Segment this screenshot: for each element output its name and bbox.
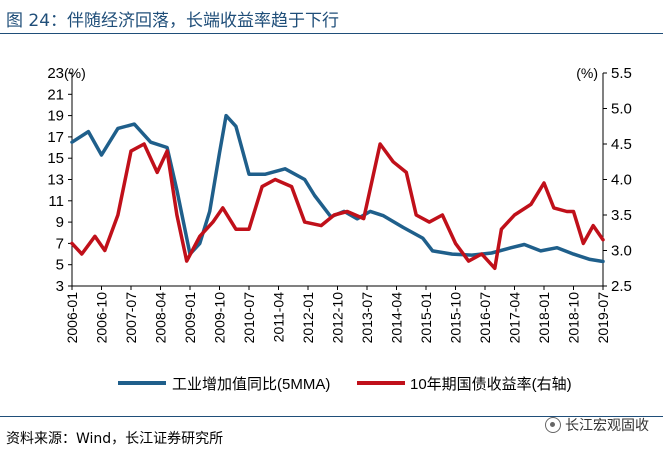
watermark: 长江宏观固收 xyxy=(545,415,649,435)
series-line-industrial-output xyxy=(70,113,605,264)
x-tick-label: 2017-04 xyxy=(507,292,523,344)
legend-item-10y-bond-yield-label: 10年期国债收益率(右轴) xyxy=(410,376,572,393)
right-tick-label: 3.0 xyxy=(611,243,632,260)
right-tick-label: 4.5 xyxy=(611,136,632,153)
chart-legend: 工业增加值同比(5MMA) 10年期国债收益率(右轴) xyxy=(118,376,572,393)
x-tick-label: 2014-04 xyxy=(389,292,405,344)
series-line-10y-bond-yield xyxy=(70,142,605,271)
left-tick-label: 21 xyxy=(47,86,64,103)
x-tick-label: 2019-07 xyxy=(595,292,611,344)
x-tick-label: 2015-01 xyxy=(418,292,434,344)
left-tick-label: 11 xyxy=(48,193,64,210)
right-y-axis: 2.5 3.0 3.5 4.0 4.5 5.0 5.5 (%) xyxy=(576,65,632,295)
wechat-icon xyxy=(545,417,561,433)
right-tick-label: 5.0 xyxy=(611,101,632,118)
source-note: 资料来源：Wind，长江证券研究所 xyxy=(6,431,224,447)
plot-frame xyxy=(71,73,604,287)
legend-item-industrial-output-label: 工业增加值同比(5MMA) xyxy=(172,376,330,393)
x-tick-label: 2011-04 xyxy=(271,292,287,343)
x-tick-label: 2008-04 xyxy=(153,292,169,344)
x-tick-label: 2018-01 xyxy=(536,292,552,344)
left-tick-label: 23 xyxy=(47,65,64,82)
x-tick-label: 2012-01 xyxy=(300,292,316,344)
left-axis-unit: (%) xyxy=(64,65,86,81)
x-tick-label: 2006-10 xyxy=(94,292,110,344)
x-tick-label: 2009-10 xyxy=(212,292,228,344)
series-lines xyxy=(70,113,605,271)
left-tick-label: 7 xyxy=(56,235,64,252)
x-tick-label: 2018-10 xyxy=(566,292,582,344)
x-tick-label: 2010-07 xyxy=(241,292,257,344)
x-tick-label: 2013-07 xyxy=(359,292,375,344)
title-divider xyxy=(0,33,663,34)
x-axis: 2006-01 2006-10 2007-07 2008-04 2009-01 2009-… xyxy=(64,286,611,343)
left-tick-label: 5 xyxy=(56,257,64,274)
left-tick-label: 19 xyxy=(47,108,64,125)
left-tick-label: 17 xyxy=(47,129,64,146)
left-tick-label: 9 xyxy=(56,214,64,231)
right-tick-label: 3.5 xyxy=(611,207,632,224)
left-y-axis: 3 5 7 9 11 13 15 17 19 21 23 (%) xyxy=(47,65,85,295)
x-tick-label: 2009-01 xyxy=(182,292,198,344)
left-tick-label: 13 xyxy=(47,172,64,189)
x-tick-label: 2006-01 xyxy=(64,292,80,344)
left-tick-label: 3 xyxy=(56,278,64,295)
watermark-label: 长江宏观固收 xyxy=(565,418,649,434)
right-axis-unit: (%) xyxy=(576,65,598,81)
right-tick-label: 2.5 xyxy=(611,278,632,295)
footer-divider xyxy=(0,416,663,417)
right-tick-label: 5.5 xyxy=(611,65,632,82)
x-tick-label: 2007-07 xyxy=(123,292,139,344)
figure-title: 图 24：伴随经济回落，长端收益率趋于下行 xyxy=(6,11,340,31)
left-tick-label: 15 xyxy=(47,150,64,167)
x-tick-label: 2012-10 xyxy=(330,292,346,344)
x-tick-label: 2015-10 xyxy=(448,292,464,344)
right-tick-label: 4.0 xyxy=(611,172,632,189)
x-tick-label: 2016-07 xyxy=(477,292,493,344)
